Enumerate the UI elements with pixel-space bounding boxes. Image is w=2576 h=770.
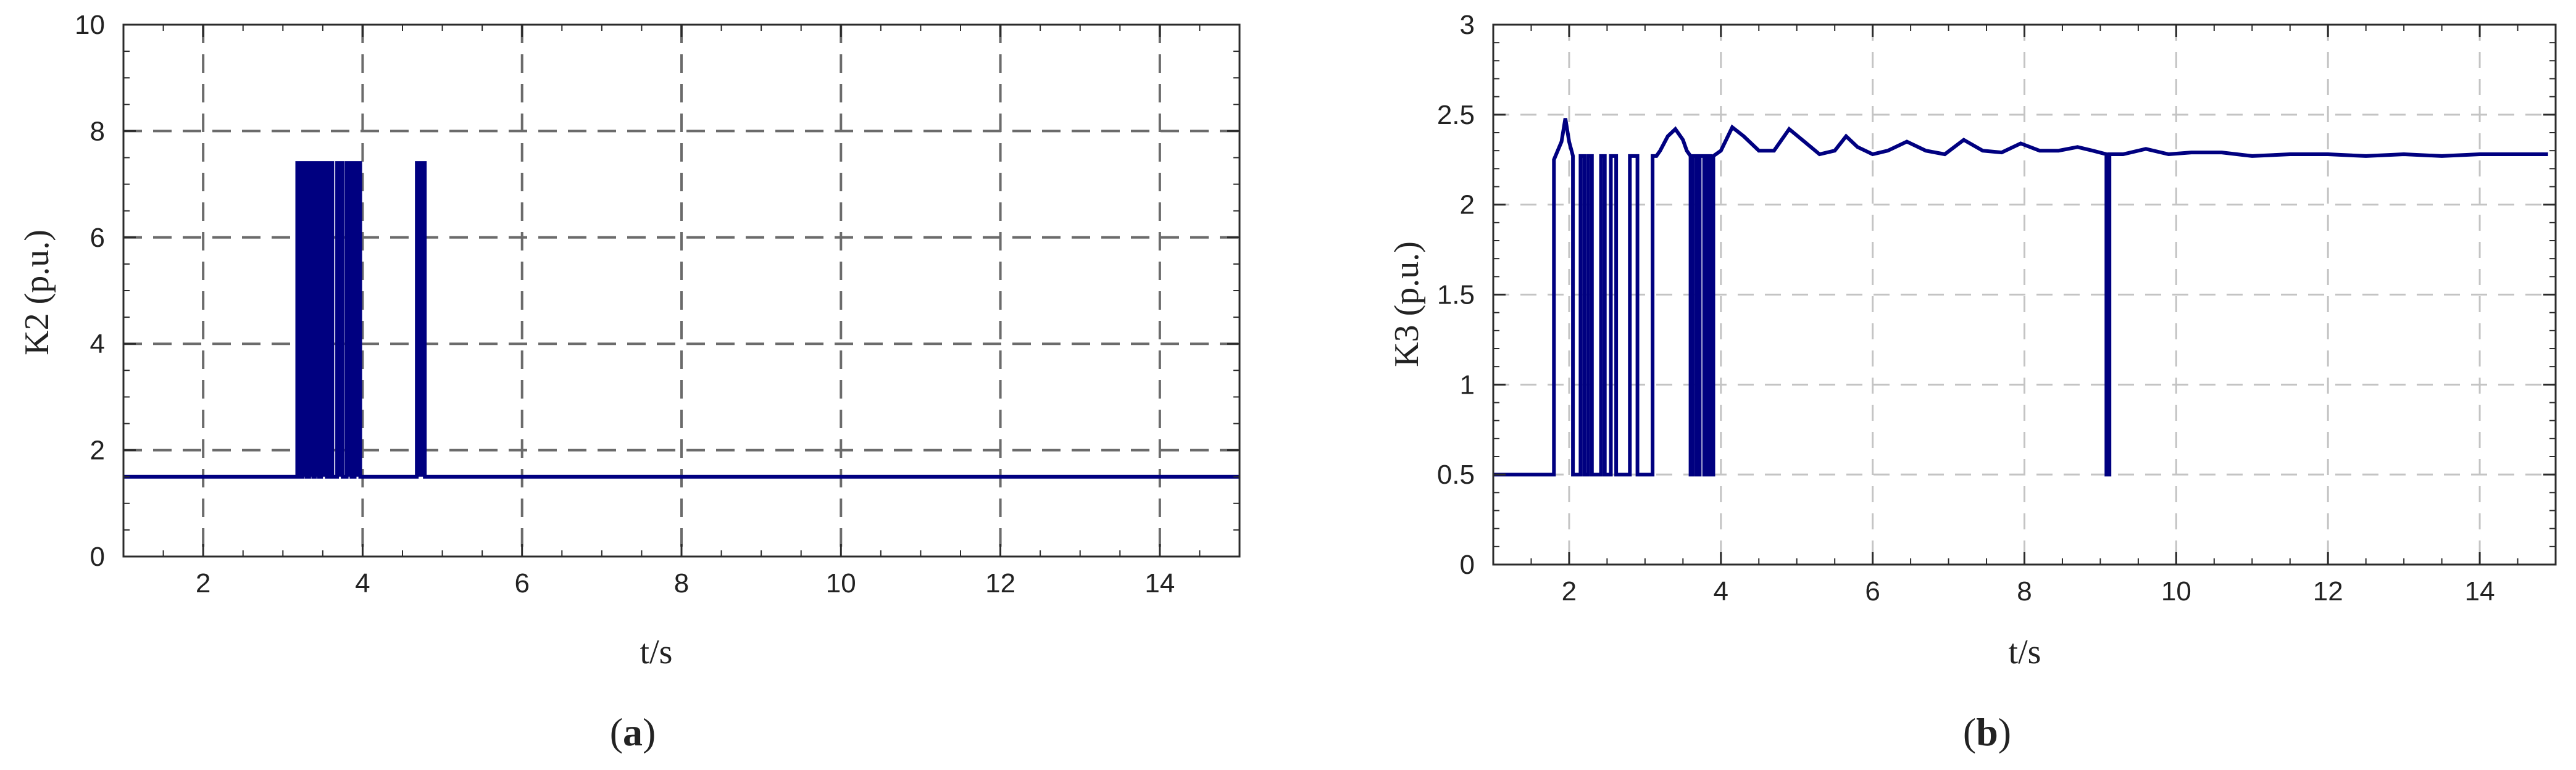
ticks-b: 2 4 6 8 10 12 14 0 0.5 1 1.5 2 2.5 3 [1437,10,2556,606]
x-tick-label-b-0: 2 [1562,576,1577,606]
x-tick-label-a-2: 6 [514,568,529,598]
x-tick-label-b-1: 4 [1714,576,1728,606]
pulse-bar-a-5 [329,163,333,477]
x-tick-label-b-5: 12 [2313,576,2343,606]
chart-panel-b: 2 4 6 8 10 12 14 0 0.5 1 1.5 2 2.5 3 t/s K3 (p.u.) (b… [1288,0,2576,767]
pulse-bar-a-9 [417,163,425,477]
grid-b [1493,25,2556,565]
pulse-bar-a-0 [297,163,301,477]
x-tick-label-a-0: 2 [196,568,210,598]
y-tick-label-b-6: 3 [1460,10,1475,40]
ticks-a: 2 4 6 8 10 12 14 0 2 4 6 8 10 [75,10,1240,598]
y-tick-label-a-3: 6 [90,223,105,253]
series-a [123,161,1240,479]
pulse-bar-a-1 [302,163,307,477]
x-tick-label-b-6: 14 [2465,576,2495,606]
y-tick-label-b-0: 0 [1460,550,1475,580]
pulse-bar-a-4 [321,163,327,477]
x-tick-label-a-5: 12 [985,568,1015,598]
y-tick-label-b-5: 2.5 [1437,100,1475,130]
x-tick-label-a-1: 4 [355,568,370,598]
x-axis-label-a: t/s [640,633,673,671]
y-tick-label-b-2: 1 [1460,370,1475,400]
y-tick-label-b-3: 1.5 [1437,280,1475,310]
chart-b: 2 4 6 8 10 12 14 0 0.5 1 1.5 2 2.5 3 t/s K3 (p.u.) (b… [1388,10,2557,754]
pulse-bar-a-2 [309,163,314,477]
pulse-bar-a-8 [354,163,361,477]
pulse-bar-a-3 [314,163,319,477]
series-line-a-0 [123,161,1240,479]
pulse-bar-a-6 [337,163,343,477]
series-b [1493,118,2548,477]
y-tick-label-a-2: 4 [90,329,105,359]
y-tick-label-b-4: 2 [1460,190,1475,220]
x-tick-label-a-3: 8 [674,568,689,598]
chart-panel-a: 2 4 6 8 10 12 14 0 2 4 6 8 10 t/s K2 (p.u.) (a) [0,0,1288,767]
chart-a: 2 4 6 8 10 12 14 0 2 4 6 8 10 t/s K2 (p.u.) (a) [18,10,1241,754]
pulse-bar-a-7 [346,163,352,477]
x-tick-label-a-6: 14 [1144,568,1175,598]
y-tick-label-a-0: 0 [90,542,105,572]
y-axis-label-a: K2 (p.u.) [18,230,56,355]
y-tick-label-a-4: 8 [90,116,105,146]
y-tick-label-b-1: 0.5 [1437,460,1475,490]
x-axis-label-b: t/s [2009,633,2041,671]
x-tick-label-b-4: 10 [2161,576,2191,606]
caption-a: (a) [610,710,656,754]
caption-b: (b) [1963,710,2011,754]
series-line-b-0 [1493,118,2548,477]
x-tick-label-b-2: 6 [1865,576,1880,606]
y-axis-label-b: K3 (p.u.) [1388,241,1426,367]
y-tick-label-a-1: 2 [90,436,105,466]
x-tick-label-b-3: 8 [2017,576,2032,606]
y-tick-label-a-5: 10 [75,10,105,40]
x-tick-label-a-4: 10 [826,568,856,598]
